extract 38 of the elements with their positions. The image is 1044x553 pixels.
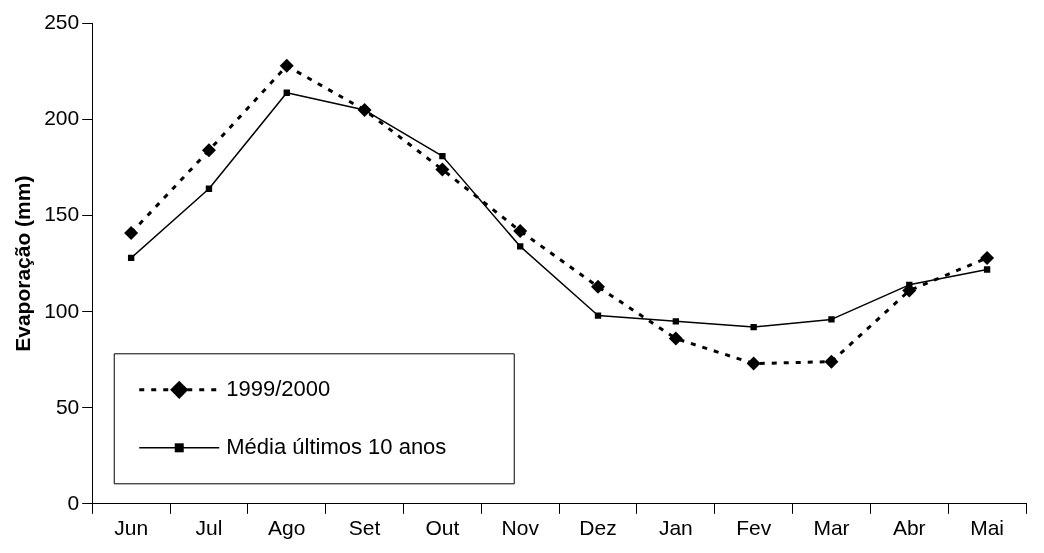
- point: [672, 318, 680, 325]
- y-tick-label: 200: [44, 106, 80, 130]
- x-tick-label: Jun: [114, 516, 149, 540]
- point: [594, 312, 602, 319]
- x-tick-label: Jul: [195, 516, 223, 540]
- point: [824, 354, 839, 369]
- y-tick-label: 50: [55, 394, 80, 418]
- point: [983, 266, 991, 273]
- point: [435, 162, 450, 177]
- y-tick-label: 100: [44, 298, 80, 322]
- x-tick-label: Out: [425, 516, 460, 540]
- point: [517, 243, 524, 250]
- x-tick-label: Abr: [892, 516, 926, 540]
- legend-label: Média últimos 10 anos: [226, 433, 447, 459]
- y-tick-label: 150: [44, 202, 80, 226]
- y-tick-label: 250: [44, 10, 80, 34]
- x-tick-label: Set: [348, 516, 381, 540]
- y-tick-label: 0: [67, 490, 80, 514]
- point: [746, 356, 761, 371]
- x-tick-label: Dez: [579, 516, 617, 540]
- point: [668, 331, 683, 346]
- point: [439, 152, 446, 160]
- x-tick-label: Jan: [658, 516, 693, 540]
- point: [201, 143, 216, 158]
- point: [513, 224, 528, 239]
- point: [750, 323, 757, 331]
- x-tick-label: Ago: [268, 516, 306, 540]
- point: [591, 279, 606, 294]
- x-tick-label: Mai: [970, 516, 1005, 540]
- point: [279, 58, 294, 73]
- point: [980, 250, 995, 265]
- y-axis-title: Evaporação (mm): [11, 175, 35, 352]
- point: [828, 316, 835, 323]
- x-tick-label: Fev: [736, 516, 772, 540]
- x-tick-label: Mar: [813, 516, 850, 540]
- x-tick-label: Nov: [501, 516, 540, 540]
- point: [124, 225, 139, 240]
- legend-label: 1999/2000: [226, 375, 331, 401]
